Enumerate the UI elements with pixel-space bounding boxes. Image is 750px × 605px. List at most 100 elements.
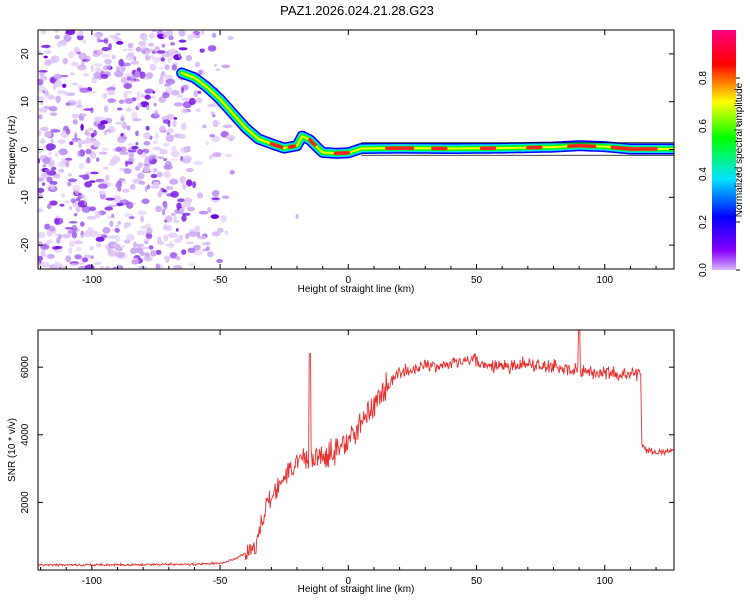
noise-blob [185,242,194,245]
noise-blob [144,141,151,146]
noise-blob [169,179,178,185]
noise-blob [170,186,173,190]
noise-blob [142,247,148,250]
noise-blob [101,54,110,58]
noise-blob [171,191,179,198]
noise-blob [193,245,201,251]
noise-blob [62,58,68,64]
noise-blob [166,225,173,231]
noise-blob [62,84,66,88]
noise-blob [152,91,155,94]
noise-blob [100,266,105,269]
x-tick-label: -100 [82,275,102,286]
noise-blob [168,121,171,128]
noise-blob [212,33,217,38]
noise-blob [179,208,183,212]
noise-blob [114,244,121,251]
noise-blob [188,33,197,38]
noise-blob [94,63,103,66]
noise-blob [99,152,107,155]
noise-blob [43,157,51,164]
noise-blob [211,111,215,115]
noise-blob [196,109,201,113]
noise-blob [65,227,73,230]
noise-blob [69,263,78,266]
noise-blob [76,246,81,251]
noise-blob [117,221,121,225]
noise-blob [127,76,131,80]
noise-blob [78,201,83,208]
noise-blob [115,182,122,189]
noise-blob [151,174,158,178]
noise-blob [48,144,56,150]
noise-blob [181,249,186,255]
noise-blob [174,102,184,106]
noise-blob [144,160,150,164]
noise-blob [84,198,87,205]
noise-blob [40,127,48,131]
noise-blob [50,184,54,189]
noise-blob [159,149,167,154]
noise-blob [114,71,124,78]
colorbar-tick-label: 0.6 [698,119,709,133]
noise-blob [68,230,74,234]
noise-blob [150,250,156,256]
noise-blob [68,247,72,254]
noise-blob [175,256,180,260]
noise-blob [45,59,52,66]
noise-blob [146,126,150,131]
noise-blob [70,72,75,75]
noise-blob [194,90,198,97]
noise-blob [62,160,67,163]
noise-blob [103,167,108,170]
noise-blob [172,120,177,127]
noise-blob [159,126,166,133]
noise-blob [124,213,134,217]
noise-blob [84,181,92,187]
noise-blob [172,64,177,70]
noise-blob [165,215,173,222]
noise-blob [102,148,109,151]
noise-blob [79,175,86,177]
noise-blob [44,131,52,138]
noise-blob [165,244,175,247]
noise-blob [40,262,50,268]
noise-blob [197,192,203,198]
noise-blob [143,77,149,81]
noise-blob [74,254,82,259]
noise-blob [105,129,112,132]
noise-blob [64,200,70,203]
noise-blob [101,74,108,79]
noise-blob [136,91,141,95]
y-tick-label: 6000 [20,356,31,379]
noise-blob [165,64,170,70]
noise-blob [102,227,110,234]
noise-blob [115,122,121,125]
spectrogram-y-label: Frequency (Hz) [7,116,18,185]
noise-blob [77,151,81,157]
noise-blob [183,146,190,152]
noise-blob [78,262,85,265]
noise-blob [107,90,115,95]
noise-blob [105,198,114,201]
noise-blob [61,234,71,239]
noise-blob [90,172,99,175]
noise-blob [123,179,126,184]
noise-blob [211,198,220,200]
noise-blob [54,29,59,33]
noise-blob [116,41,123,45]
noise-blob [164,255,171,260]
isolated-noise-speck [296,214,299,219]
noise-blob [69,141,73,145]
noise-blob [48,151,53,156]
noise-blob [85,149,91,155]
noise-blob [140,44,146,50]
noise-blob [130,184,136,190]
noise-blob [163,171,170,178]
noise-blob [230,170,235,174]
noise-blob [137,211,147,216]
noise-blob [41,173,49,179]
noise-blob [117,108,123,111]
